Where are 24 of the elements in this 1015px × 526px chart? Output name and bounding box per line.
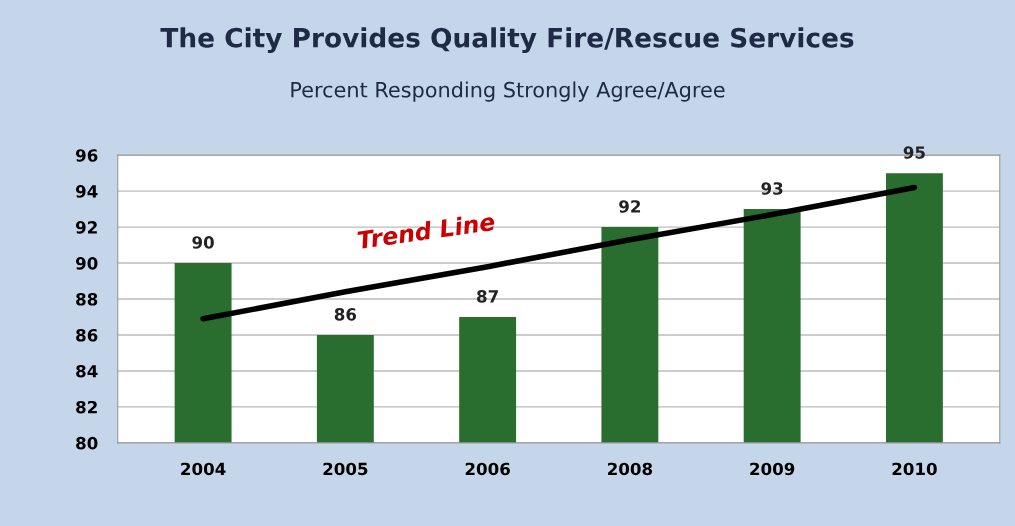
x-tick-label: 2009 (750, 462, 795, 476)
data-label: 93 (761, 182, 783, 195)
data-label: 95 (903, 146, 925, 159)
data-label: 92 (619, 200, 641, 213)
y-tick-label: 80 (76, 436, 98, 450)
y-tick-label: 86 (76, 328, 98, 342)
x-tick-label: 2008 (608, 462, 653, 476)
x-tick-label: 2010 (892, 462, 937, 476)
data-label: 90 (192, 236, 214, 249)
chart-title: The City Provides Quality Fire/Rescue Services (160, 27, 854, 54)
chart-subtitle: Percent Responding Strongly Agree/Agree (291, 81, 725, 102)
y-tick-label: 96 (75, 149, 98, 162)
y-tick-label: 90 (75, 257, 98, 270)
x-tick-label: 2004 (181, 462, 226, 476)
y-tick-label: 92 (75, 221, 97, 234)
data-label: 87 (477, 290, 498, 303)
data-label: 86 (334, 308, 357, 321)
y-tick-label: 84 (76, 364, 98, 378)
x-tick-label: 2006 (465, 462, 510, 476)
y-tick-label: 94 (75, 185, 98, 198)
annotation: Trend Line (357, 211, 496, 250)
y-tick-label: 82 (76, 400, 97, 414)
x-tick-label: 2005 (323, 462, 368, 476)
y-tick-label: 88 (76, 292, 98, 306)
